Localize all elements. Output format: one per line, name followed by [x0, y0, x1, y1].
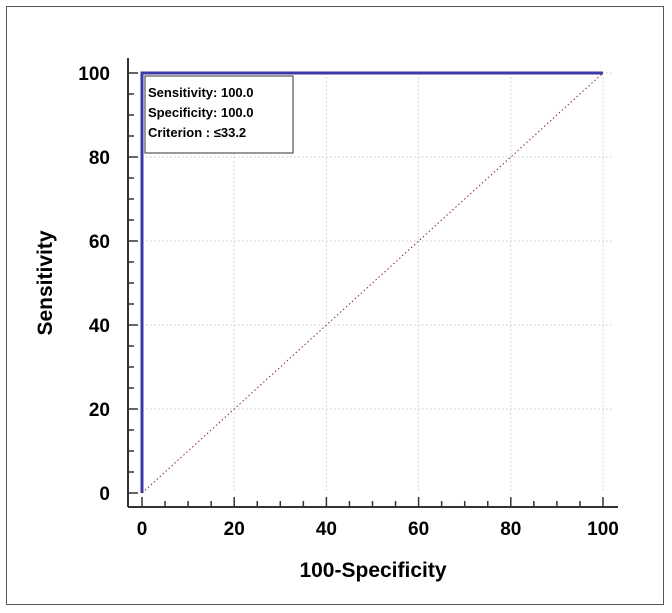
y-tick-label: 80 [89, 148, 110, 169]
annotation-box: Sensitivity: 100.0 Specificity: 100.0 Crit… [144, 75, 294, 154]
series-layer [140, 71, 604, 494]
x-tick-label: 40 [316, 519, 337, 540]
chart-frame [6, 6, 664, 605]
x-tick-label: 60 [408, 519, 429, 540]
annotation-line: Sensitivity: 100.0 [148, 85, 254, 100]
y-tick-label: 60 [89, 232, 110, 253]
y-axis-label: Sensitivity [34, 230, 57, 335]
x-tick-label: 20 [224, 519, 245, 540]
x-tick-label: 80 [500, 519, 521, 540]
x-tick-label: 100 [587, 519, 619, 540]
roc-curve [140, 71, 603, 493]
annotation-line: Specificity: 100.0 [148, 105, 254, 120]
x-tick-label: 0 [137, 519, 148, 540]
annotation-box-border [144, 75, 294, 154]
tick-layer: 0 20 40 60 80 100 0 20 40 60 80 100 [78, 64, 619, 540]
y-tick-label: 100 [78, 64, 110, 85]
y-tick-label: 0 [99, 484, 110, 505]
annotation-line: Criterion : ≤33.2 [148, 125, 246, 140]
y-tick-label: 40 [89, 316, 110, 337]
y-tick-label: 20 [89, 400, 110, 421]
x-axis-label: 100-Specificity [299, 559, 446, 582]
